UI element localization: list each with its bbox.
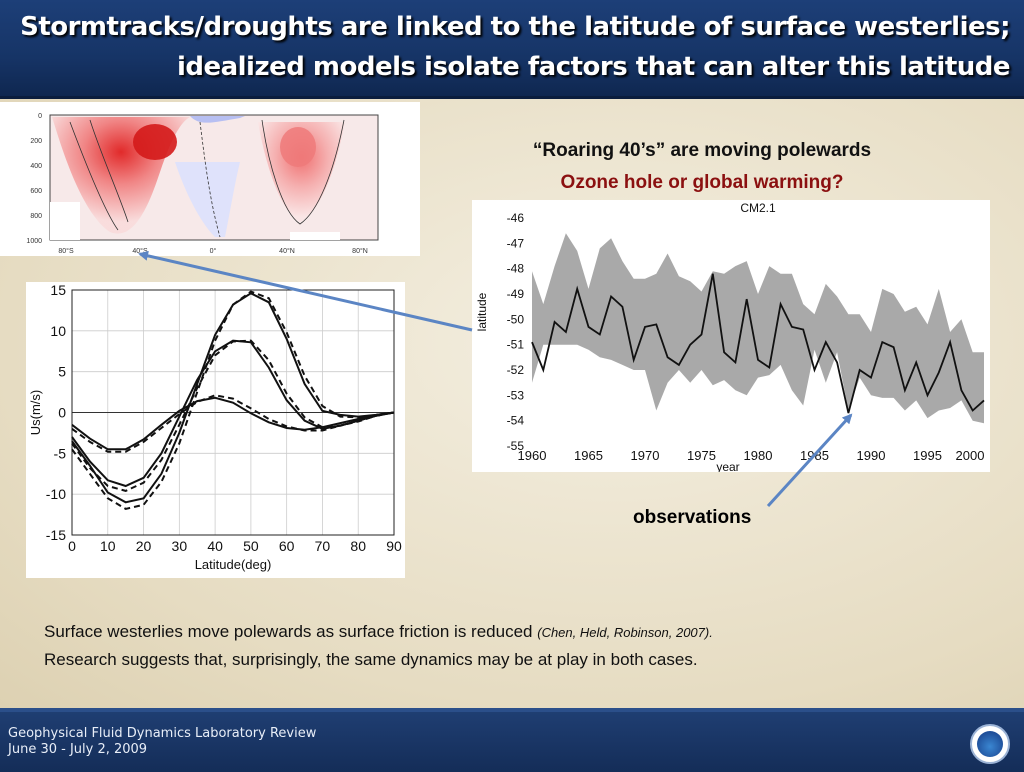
x-tick-label: 50 <box>243 538 259 554</box>
slide-header: Stormtracks/droughts are linked to the l… <box>0 0 1024 99</box>
y-axis-label: latitude <box>475 292 489 331</box>
x-tick-label: 1975 <box>687 448 716 463</box>
y-tick-label: -47 <box>507 236 525 250</box>
map-ytick: 200 <box>30 138 42 145</box>
caption-ozone-question: Ozone hole or global warming? <box>560 172 844 193</box>
y-tick-label: 15 <box>50 282 66 298</box>
x-tick-label: 2000 <box>956 448 985 463</box>
map-ytick: 800 <box>30 213 42 220</box>
x-tick-label: 1960 <box>518 448 547 463</box>
noaa-logo <box>970 724 1010 764</box>
y-tick-label: 10 <box>50 323 66 339</box>
us-series-line <box>71 290 395 510</box>
map-xtick: 80°S <box>58 247 74 255</box>
map-ytick: 0 <box>38 113 42 120</box>
body-line-1: Surface westerlies move polewards as sur… <box>44 622 533 641</box>
y-tick-label: -46 <box>507 211 525 225</box>
y-tick-label: 5 <box>58 364 66 380</box>
x-tick-label: 10 <box>100 538 116 554</box>
y-axis-label: Us(m/s) <box>28 390 43 436</box>
title-line-1: Stormtracks/droughts are linked to the l… <box>20 12 1010 42</box>
us-series-line <box>71 339 395 488</box>
x-tick-label: 90 <box>386 538 402 554</box>
footer-line-2: June 30 - July 2, 2009 <box>8 742 148 757</box>
title-line-2: idealized models isolate factors that ca… <box>176 52 1011 82</box>
body-reference: (Chen, Held, Robinson, 2007). <box>537 625 713 640</box>
x-tick-label: 1980 <box>744 448 773 463</box>
x-tick-label: 30 <box>172 538 188 554</box>
x-tick-label: 1985 <box>800 448 829 463</box>
y-tick-label: -5 <box>54 445 67 461</box>
map-xtick: 0° <box>210 247 217 255</box>
cm21-chart-panel: CM2.1 -46 -47 -48 -49 -50 -51 -52 -53 -54 -55 1960 1… <box>472 200 990 474</box>
us-series-line <box>71 396 395 451</box>
contour-map: 0 200 400 600 800 1000 80°S 40°S 0° 40°N… <box>26 113 379 255</box>
y-tick-label: -15 <box>46 527 66 543</box>
x-tick-label: 70 <box>315 538 331 554</box>
y-tick-label: -48 <box>507 262 525 276</box>
contour-map-panel: 0 200 400 600 800 1000 80°S 40°S 0° 40°N… <box>0 102 420 256</box>
x-tick-label: 20 <box>136 538 152 554</box>
us-latitude-chart-panel: 0 10 20 30 40 50 60 70 80 90 15 10 5 0 -5 -10 -15 Latitud… <box>26 282 405 578</box>
slide-footer: Geophysical Fluid Dynamics Laboratory Re… <box>0 708 1024 772</box>
map-ytick: 600 <box>30 188 42 195</box>
model-spread-band <box>532 233 984 424</box>
observations-label: observations <box>633 507 752 528</box>
y-tick-label: -51 <box>507 338 525 352</box>
x-tick-label: 80 <box>350 538 366 554</box>
x-axis-label: Latitude(deg) <box>195 557 272 572</box>
y-tick-label: -52 <box>507 363 525 377</box>
x-tick-label: 40 <box>207 538 223 554</box>
map-ytick: 400 <box>30 163 42 170</box>
caption-roaring-40s: “Roaring 40’s” are moving polewards <box>532 140 872 161</box>
body-line-2: Research suggests that, surprisingly, th… <box>44 650 698 669</box>
y-tick-label: -49 <box>507 287 525 301</box>
y-tick-label: -50 <box>507 312 525 326</box>
observations-line <box>531 273 985 414</box>
map-xtick: 40°S <box>132 247 148 255</box>
y-tick-label: -53 <box>507 388 525 402</box>
x-tick-label: 0 <box>68 538 76 554</box>
y-tick-label: -54 <box>507 414 525 428</box>
footer-line-1: Geophysical Fluid Dynamics Laboratory Re… <box>8 726 317 741</box>
us-series-line <box>71 394 395 453</box>
map-xtick: 40°N <box>279 247 295 255</box>
x-tick-label: 1970 <box>631 448 660 463</box>
y-tick-label: -10 <box>46 486 66 502</box>
map-ytick: 1000 <box>26 238 42 245</box>
y-tick-label: 0 <box>58 405 66 421</box>
x-tick-label: 1995 <box>913 448 942 463</box>
x-tick-label: 1965 <box>574 448 603 463</box>
chart-title: CM2.1 <box>740 201 776 215</box>
us-latitude-chart: 0 10 20 30 40 50 60 70 80 90151050-5-10-15Latitud… <box>28 282 402 572</box>
map-xtick: 80°N <box>352 247 368 255</box>
y-tick-label: -55 <box>507 439 525 453</box>
x-axis-label: year <box>716 460 739 472</box>
body-text: Surface westerlies move polewards as sur… <box>44 618 713 673</box>
x-tick-label: 1990 <box>857 448 886 463</box>
x-tick-label: 60 <box>279 538 295 554</box>
